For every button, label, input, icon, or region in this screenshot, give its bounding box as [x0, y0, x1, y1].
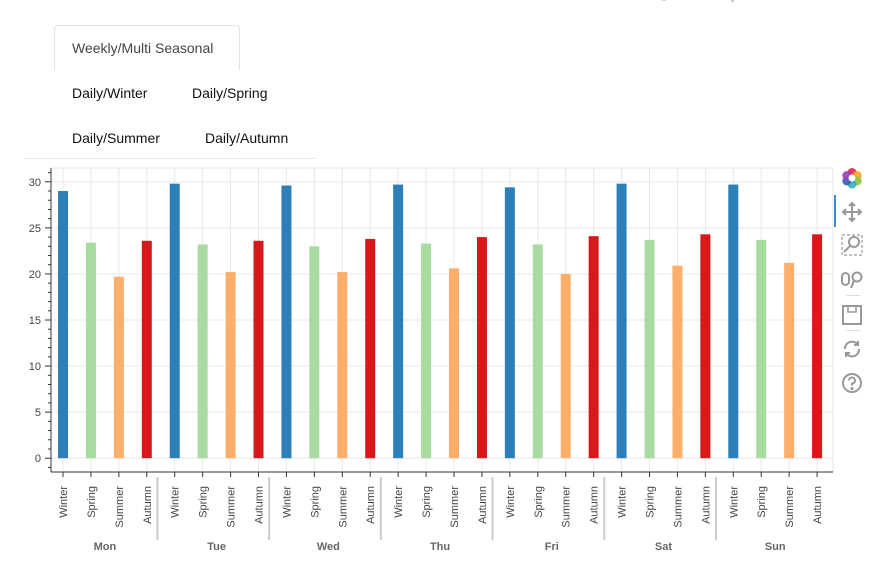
reset-icon[interactable]	[840, 337, 864, 361]
x-season-label: Autumn	[254, 486, 266, 524]
bar	[700, 234, 711, 459]
bar	[309, 246, 320, 459]
x-season-label: Summer	[784, 486, 796, 528]
bar	[812, 234, 823, 459]
x-season-label: Winter	[58, 486, 70, 518]
x-group-label: Fri	[545, 541, 559, 553]
x-season-label: Autumn	[812, 486, 824, 524]
bar	[560, 273, 571, 459]
x-season-label: Autumn	[589, 486, 601, 524]
x-season-label: Spring	[533, 486, 545, 518]
chart-toolbar	[834, 162, 872, 402]
y-tick-label: 25	[29, 223, 41, 235]
y-tick-label: 0	[35, 453, 41, 465]
wheel-zoom-icon[interactable]	[840, 268, 864, 292]
bar	[449, 268, 460, 459]
x-season-label: Winter	[617, 486, 629, 518]
x-season-label: Spring	[309, 486, 321, 518]
bar	[225, 272, 236, 459]
bar	[672, 265, 683, 459]
bar	[504, 187, 515, 459]
bar	[421, 243, 432, 459]
tabs-divider	[25, 158, 316, 159]
x-group-label: Tue	[207, 541, 226, 553]
tab-daily-spring[interactable]: Daily/Spring	[192, 85, 268, 101]
x-group-label: Sun	[765, 541, 786, 553]
bar	[141, 240, 152, 459]
toolbar-divider	[846, 330, 860, 331]
x-season-label: Summer	[114, 486, 126, 528]
save-icon[interactable]	[840, 303, 864, 327]
bar	[588, 236, 599, 459]
bar	[476, 237, 487, 459]
bar	[169, 183, 180, 459]
tab-daily-autumn[interactable]: Daily/Autumn	[205, 130, 289, 146]
x-season-label: Spring	[645, 486, 657, 518]
bar	[337, 272, 348, 459]
bar	[532, 244, 543, 459]
x-season-label: Summer	[226, 486, 238, 528]
tab-daily-winter[interactable]: Daily/Winter	[72, 85, 148, 101]
bar	[756, 239, 767, 459]
bar	[644, 239, 655, 459]
x-group-label: Sat	[655, 541, 672, 553]
box-zoom-icon[interactable]	[840, 233, 864, 257]
bar	[281, 185, 292, 459]
bar	[365, 238, 376, 459]
pan-icon[interactable]	[840, 200, 864, 224]
x-season-label: Spring	[198, 486, 210, 518]
bar	[85, 242, 96, 459]
x-season-label: Autumn	[142, 486, 154, 524]
bar	[197, 244, 208, 459]
bar	[58, 191, 69, 459]
bokeh-logo-icon[interactable]	[840, 166, 864, 190]
bar	[616, 183, 627, 459]
bar	[784, 262, 795, 459]
x-season-label: Autumn	[365, 486, 377, 524]
x-season-label: Spring	[86, 486, 98, 518]
active-tool-indicator	[834, 195, 836, 227]
x-group-label: Thu	[430, 541, 450, 553]
bar	[393, 184, 404, 459]
y-tick-label: 5	[35, 407, 41, 419]
x-group-label: Mon	[94, 541, 117, 553]
y-tick-label: 10	[29, 361, 41, 373]
y-tick-label: 15	[29, 315, 41, 327]
tab-weekly-multi-seasonal[interactable]: Weekly/Multi Seasonal	[54, 25, 240, 70]
x-season-label: Autumn	[700, 486, 712, 524]
x-season-label: Spring	[421, 486, 433, 518]
x-season-label: Winter	[728, 486, 740, 518]
top-glyphs-partial	[661, 0, 735, 3]
x-season-label: Summer	[449, 486, 461, 528]
x-season-label: Winter	[170, 486, 182, 518]
bar	[113, 276, 124, 459]
tab-daily-summer[interactable]: Daily/Summer	[72, 130, 160, 146]
bar	[728, 184, 739, 459]
x-season-label: Summer	[561, 486, 573, 528]
x-season-label: Summer	[672, 486, 684, 528]
y-tick-label: 20	[29, 269, 41, 281]
help-icon[interactable]	[840, 371, 864, 395]
toolbar-divider	[846, 295, 860, 296]
x-season-label: Autumn	[477, 486, 489, 524]
x-season-label: Winter	[393, 486, 405, 518]
x-season-label: Spring	[756, 486, 768, 518]
x-season-label: Winter	[281, 486, 293, 518]
bar-chart[interactable]: 0 5 10 15 20 25 30 Winter Spring Summer Autumn Mon W…	[0, 160, 835, 566]
tab-bar: Weekly/Multi Seasonal Daily/Winter Daily…	[0, 0, 320, 160]
x-season-label: Winter	[505, 486, 517, 518]
x-group-label: Wed	[317, 541, 340, 553]
y-tick-label: 30	[29, 177, 41, 189]
bar	[253, 240, 264, 459]
x-season-label: Summer	[337, 486, 349, 528]
